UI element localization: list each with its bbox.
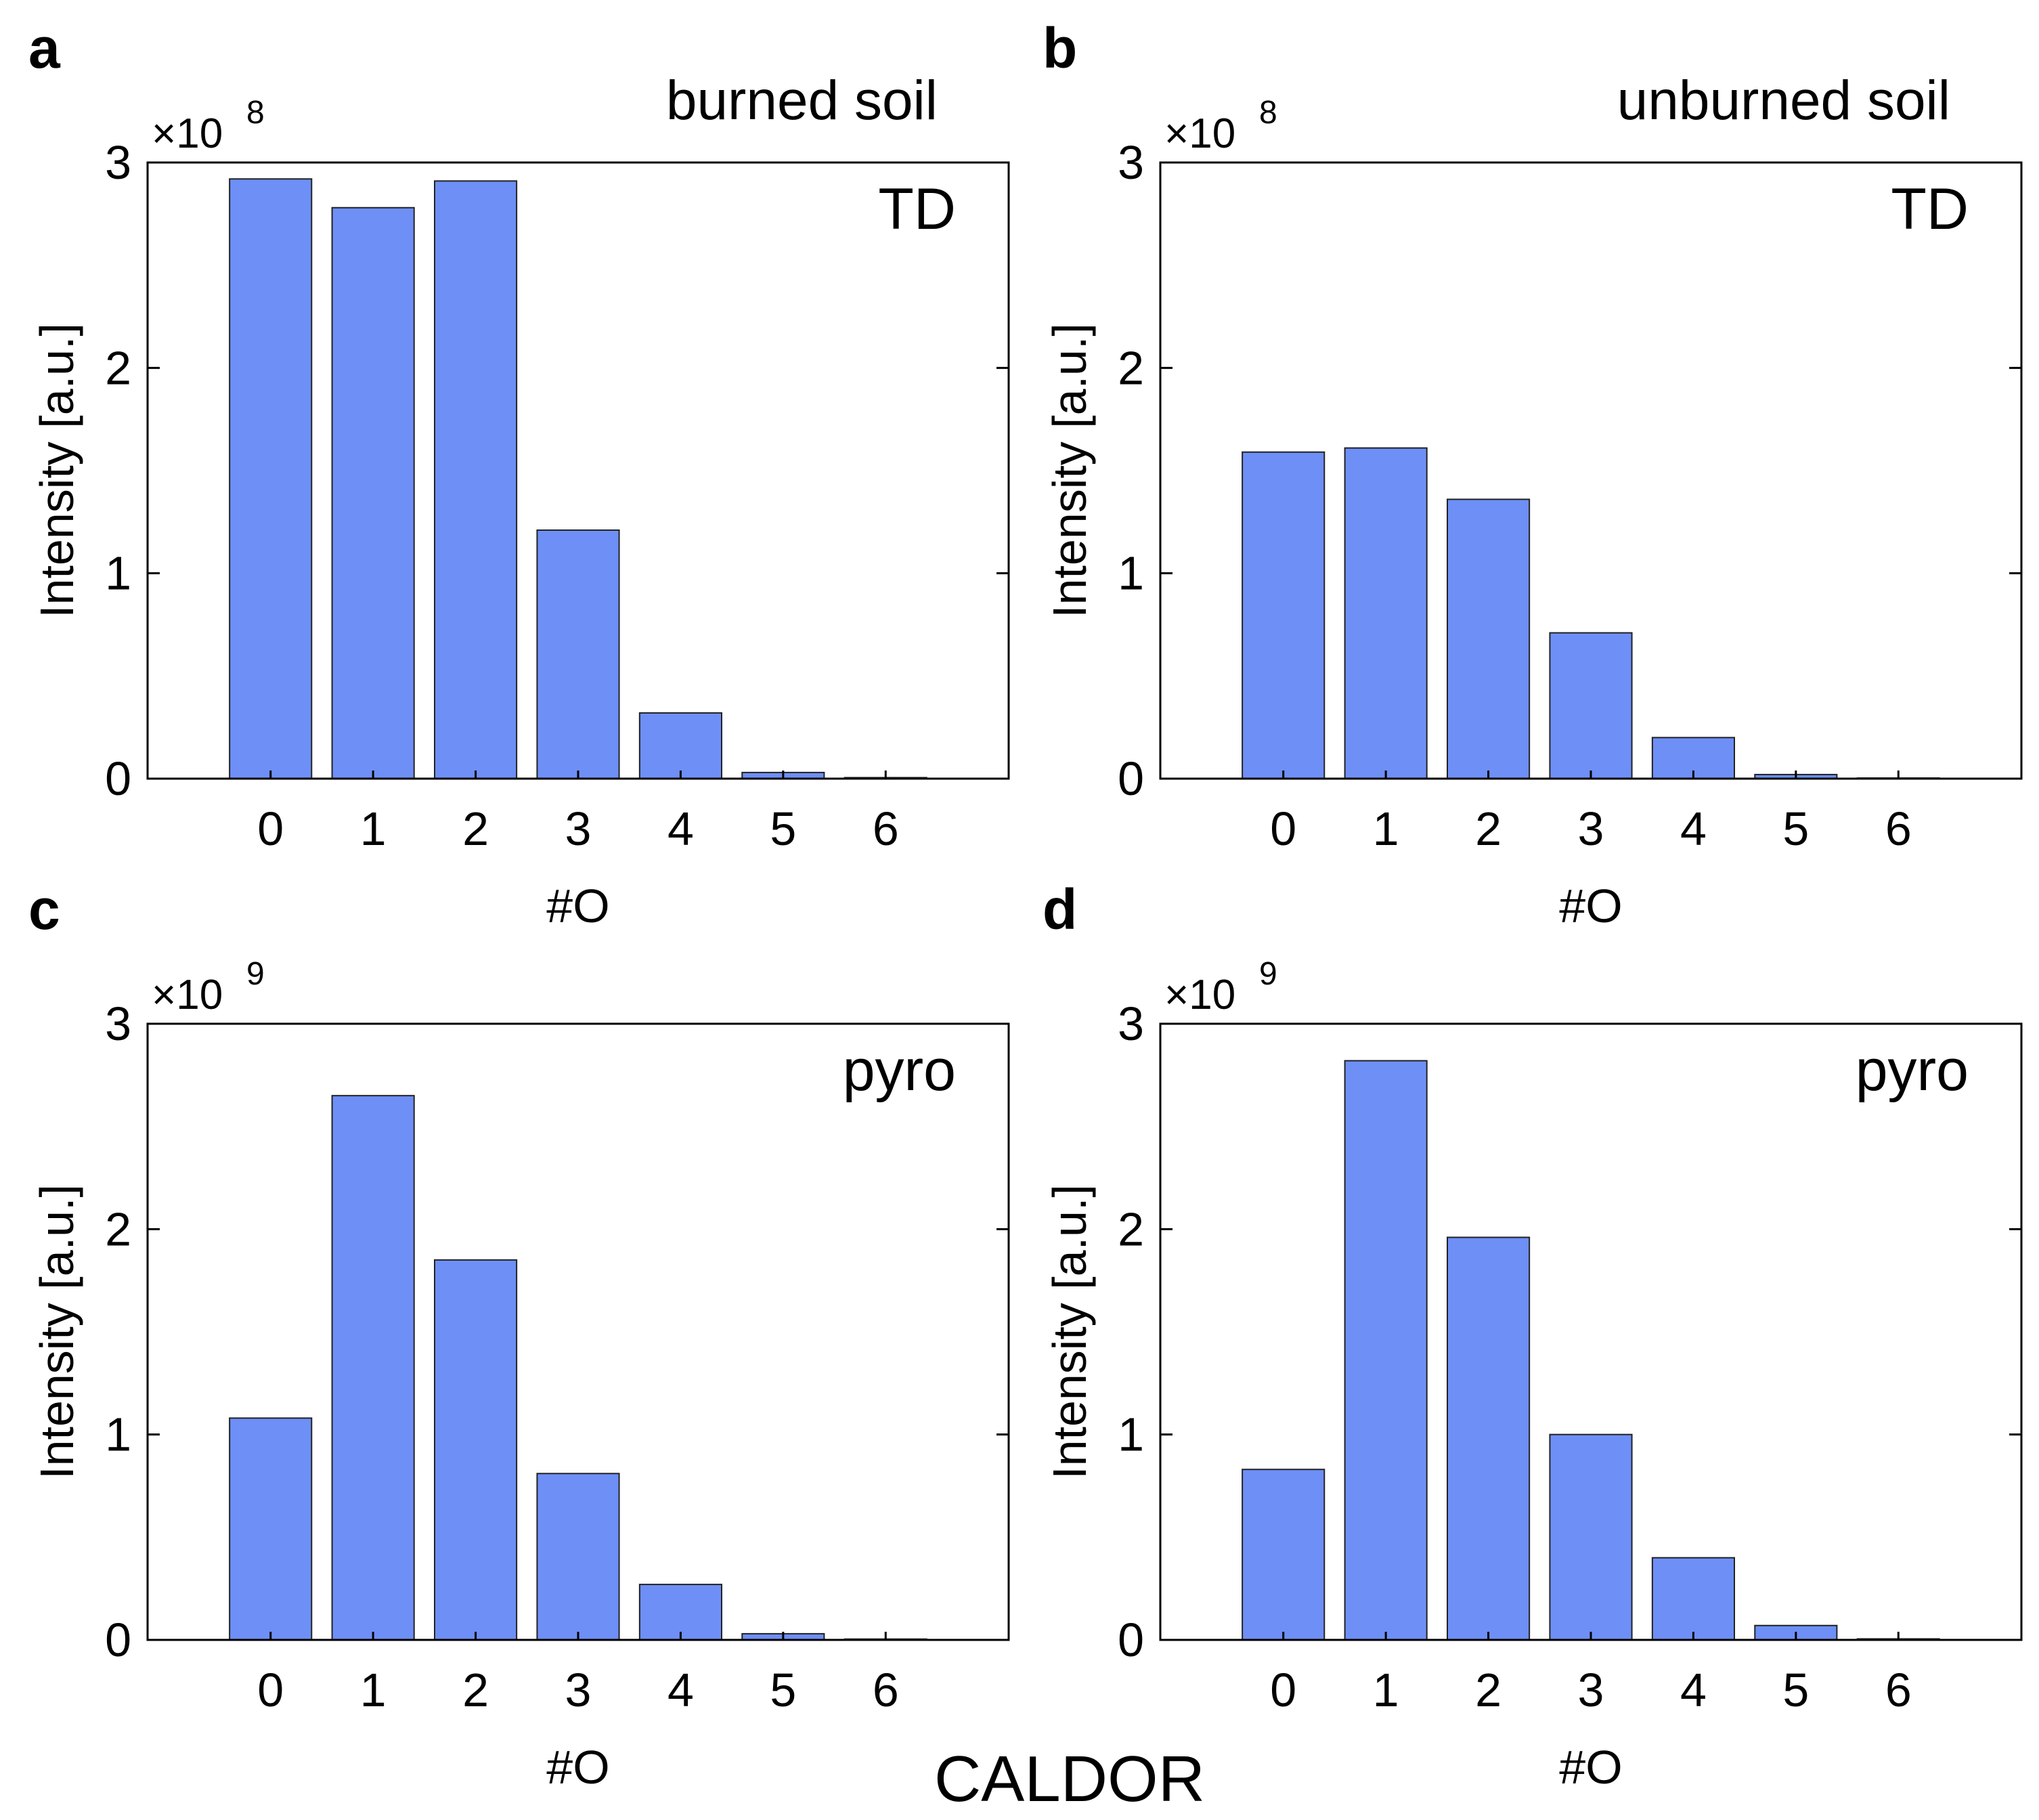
y-axis-label: Intensity [a.u.]	[30, 323, 83, 618]
x-tick-label: 0	[1270, 1664, 1296, 1716]
y-tick-label: 3	[1118, 997, 1144, 1050]
y-tick-label: 0	[105, 752, 131, 805]
bar-0	[229, 1417, 313, 1641]
y-multiplier: ×10	[152, 972, 223, 1018]
x-tick-label: 5	[1782, 1664, 1809, 1716]
x-tick-label: 2	[1475, 802, 1501, 855]
x-tick-label: 2	[462, 802, 489, 855]
y-tick-label: 1	[105, 1408, 131, 1461]
x-tick-label: 4	[667, 802, 694, 855]
x-tick-label: 3	[565, 1664, 592, 1716]
y-tick-label: 1	[1118, 547, 1144, 600]
x-tick-label: 1	[1373, 1664, 1399, 1716]
y-multiplier: ×10	[1164, 972, 1235, 1018]
chart-panel-b: 0 1 2 3 0 1 2 3 4 5 6 #O Intensity [a.u.] ×10 8 b unburn…	[1043, 16, 2023, 932]
bar-3	[536, 529, 620, 779]
y-exponent: 9	[246, 956, 265, 992]
bar-4	[638, 712, 722, 780]
panel-tag: TD	[1891, 177, 1969, 242]
x-tick-label: 3	[565, 802, 592, 855]
bar-0	[1242, 451, 1325, 779]
panel-title: unburned soil	[1617, 70, 1950, 131]
x-tick-label: 1	[1373, 802, 1399, 855]
y-tick-label: 2	[105, 1202, 131, 1255]
bar-3	[536, 1473, 620, 1641]
x-axis-label: #O	[1559, 1741, 1622, 1794]
y-axis-label: Intensity [a.u.]	[1043, 1184, 1096, 1479]
y-tick-label: 3	[105, 136, 131, 189]
bar-1	[331, 207, 415, 779]
panel-letter: a	[28, 16, 61, 80]
panel-title: burned soil	[666, 70, 938, 131]
y-tick-label: 0	[105, 1613, 131, 1666]
x-tick-label: 4	[667, 1664, 694, 1716]
x-tick-label: 4	[1680, 1664, 1707, 1716]
x-tick-label: 0	[1270, 802, 1296, 855]
x-axis-label: #O	[546, 880, 609, 932]
y-axis-label: Intensity [a.u.]	[1043, 323, 1096, 618]
x-tick-label: 1	[360, 1664, 387, 1716]
chart-panel-c: 0 1 2 3 0 1 2 3 4 5 6 #O Intensity [a.u.] ×10 9 c pyro	[28, 878, 1010, 1794]
x-tick-label: 6	[873, 802, 899, 855]
x-tick-label: 6	[873, 1664, 899, 1716]
bar-0	[229, 178, 313, 779]
x-tick-label: 5	[770, 1664, 796, 1716]
bar-2	[434, 180, 518, 779]
chart-panel-d: 0 1 2 3 0 1 2 3 4 5 6 #O Intensity [a.u.] ×10 9 d pyro	[1043, 878, 2023, 1794]
bar-2	[1447, 498, 1531, 779]
chart-panel-a: 0 1 2 3 0 1 2 3 4 5 6 #O Intensity [a.u.] ×10 8 a burned…	[28, 16, 1010, 932]
y-tick-label: 2	[1118, 1202, 1144, 1255]
panel-letter: d	[1043, 878, 1077, 941]
bar-1	[1344, 1060, 1428, 1641]
y-exponent: 9	[1259, 956, 1277, 992]
panel-letter: c	[28, 878, 60, 941]
figure-caption: CALDOR	[934, 1743, 1205, 1815]
bar-2	[434, 1259, 518, 1641]
y-multiplier: ×10	[152, 110, 223, 157]
bar-0	[1242, 1469, 1325, 1641]
x-tick-label: 4	[1680, 802, 1707, 855]
y-exponent: 8	[1259, 95, 1277, 131]
y-tick-label: 1	[105, 547, 131, 600]
x-axis-label: #O	[546, 1741, 609, 1794]
y-tick-label: 2	[105, 341, 131, 394]
panel-tag: TD	[878, 177, 956, 242]
y-axis-label: Intensity [a.u.]	[30, 1184, 83, 1479]
bar-1	[1344, 447, 1428, 780]
bar-3	[1549, 632, 1633, 780]
panel-tag: pyro	[1856, 1038, 1969, 1103]
x-tick-label: 0	[257, 1664, 284, 1716]
x-tick-label: 2	[1475, 1664, 1501, 1716]
y-tick-label: 0	[1118, 1613, 1144, 1666]
x-tick-label: 6	[1885, 802, 1912, 855]
x-tick-label: 0	[257, 802, 284, 855]
x-tick-label: 5	[1782, 802, 1809, 855]
y-tick-label: 2	[1118, 341, 1144, 394]
panel-letter: b	[1043, 16, 1077, 80]
x-tick-label: 3	[1578, 1664, 1604, 1716]
y-tick-label: 3	[105, 997, 131, 1050]
x-tick-label: 1	[360, 802, 387, 855]
bar-3	[1549, 1433, 1633, 1641]
x-axis-label: #O	[1559, 880, 1622, 932]
y-exponent: 8	[246, 95, 265, 131]
x-tick-label: 6	[1885, 1664, 1912, 1716]
y-multiplier: ×10	[1164, 110, 1235, 157]
x-tick-label: 3	[1578, 802, 1604, 855]
x-tick-label: 2	[462, 1664, 489, 1716]
bar-1	[331, 1095, 415, 1641]
bar-4	[1651, 1557, 1736, 1641]
y-tick-label: 0	[1118, 752, 1144, 805]
panel-tag: pyro	[843, 1038, 956, 1103]
y-tick-label: 1	[1118, 1408, 1144, 1461]
x-tick-label: 5	[770, 802, 796, 855]
bar-4	[638, 1584, 722, 1641]
bar-2	[1447, 1236, 1531, 1641]
y-tick-label: 3	[1118, 136, 1144, 189]
